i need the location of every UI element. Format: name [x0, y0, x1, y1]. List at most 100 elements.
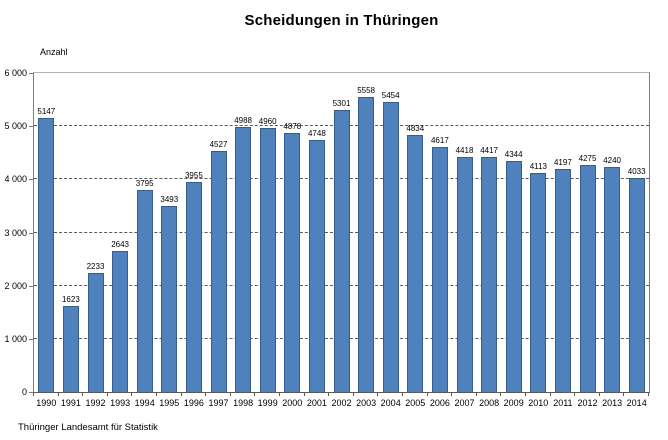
x-tick-mark	[648, 393, 649, 396]
bar-value-label: 3795	[135, 179, 154, 189]
x-tick-label: 2001	[306, 398, 327, 408]
bar	[431, 146, 448, 392]
chart-title: Scheidungen in Thüringen	[244, 12, 439, 29]
bar	[554, 168, 571, 392]
x-tick-mark	[82, 393, 84, 396]
x-tick-mark	[451, 393, 453, 396]
bar	[628, 177, 645, 392]
bar-value-label: 4197	[553, 157, 572, 167]
bar	[210, 151, 227, 392]
y-tick-label: 5 000	[4, 121, 27, 132]
bar-value-label: 4527	[209, 140, 228, 150]
x-tick-label: 2004	[380, 398, 401, 408]
bar	[235, 126, 252, 392]
x-tick-label: 2011	[553, 398, 573, 408]
bar-value-label: 4275	[578, 153, 597, 163]
x-tick-mark	[205, 393, 207, 396]
x-tick-label: 2010	[528, 398, 549, 408]
y-tick-mark	[29, 126, 33, 128]
x-tick-mark	[377, 393, 379, 396]
y-tick-mark	[29, 392, 33, 393]
bar	[333, 110, 350, 392]
bar-value-label: 5454	[381, 91, 400, 101]
x-tick-mark	[156, 393, 157, 396]
x-tick-mark	[623, 393, 625, 396]
bar-value-label: 4748	[307, 128, 326, 138]
y-axis-unit-label: Anzahl	[40, 47, 68, 57]
bar	[382, 102, 399, 392]
x-tick-label: 1996	[183, 398, 204, 408]
y-tick-mark	[29, 179, 33, 181]
x-tick-mark	[131, 393, 133, 396]
bar	[579, 164, 596, 392]
x-tick-mark	[549, 393, 551, 396]
x-tick-label: 2014	[626, 398, 647, 408]
x-tick-label: 1998	[233, 398, 254, 408]
x-tick-mark	[229, 393, 231, 396]
bar	[407, 135, 424, 392]
y-tick-label: 0	[21, 387, 27, 397]
bar-value-label: 5558	[357, 85, 375, 95]
plot-area: 5147 1623 2233 2643 3795 3493 3955 4527 4988 4960…	[33, 72, 650, 393]
bar-value-label: 2233	[86, 262, 105, 272]
bar-value-label: 1623	[61, 294, 80, 304]
source-note: Thüringer Landesamt für Statistik	[18, 422, 158, 433]
bar	[136, 190, 153, 392]
x-tick-mark	[33, 393, 34, 396]
y-tick-label: 6 000	[4, 68, 27, 78]
bar-value-label: 4878	[283, 121, 302, 131]
x-tick-mark	[279, 393, 280, 396]
bar	[530, 173, 547, 392]
x-tick-mark	[303, 393, 305, 396]
x-tick-mark	[180, 393, 182, 396]
bar	[259, 128, 276, 392]
y-tick-mark	[29, 285, 33, 287]
bar	[161, 206, 178, 392]
x-tick-label: 2006	[429, 398, 450, 408]
bar	[38, 118, 55, 392]
bar-value-label: 4113	[529, 162, 547, 172]
x-tick-mark	[57, 393, 59, 396]
bar-value-label: 3493	[160, 195, 179, 205]
bar-value-label: 4033	[627, 166, 646, 176]
x-tick-mark	[254, 393, 256, 396]
x-tick-label: 1995	[159, 398, 180, 408]
x-tick-label: 2012	[577, 398, 598, 408]
x-tick-mark	[426, 393, 428, 396]
bar-value-label: 4834	[406, 124, 425, 133]
bar	[604, 166, 621, 392]
x-tick-label: 1997	[208, 398, 229, 408]
bar	[62, 305, 79, 392]
x-tick-label: 2000	[282, 398, 303, 408]
bar	[358, 96, 375, 392]
x-tick-label: 1994	[134, 398, 155, 408]
x-tick-label: 2007	[454, 398, 475, 408]
bar	[112, 251, 129, 392]
bar-value-label: 4418	[455, 146, 474, 156]
bar-value-label: 4240	[603, 155, 621, 165]
y-tick-mark	[29, 232, 33, 234]
x-tick-mark	[574, 393, 576, 396]
bar-value-label: 2643	[111, 240, 129, 250]
bar	[185, 181, 202, 392]
y-tick-label: 3 000	[4, 227, 27, 238]
bar	[284, 132, 301, 392]
bar	[481, 157, 498, 392]
y-tick-mark	[29, 338, 33, 340]
bar	[505, 161, 522, 392]
bar	[456, 157, 473, 392]
bar-value-label: 4960	[258, 117, 277, 127]
bar-value-label: 4617	[430, 135, 449, 145]
x-tick-label: 2013	[602, 398, 623, 408]
x-axis-labels: 1990 1991 1992 1993 1994 1995 1996 1997 1998 1999…	[33, 398, 650, 410]
x-tick-mark	[475, 393, 477, 396]
y-tick-mark	[29, 73, 33, 74]
x-tick-mark	[328, 393, 330, 396]
bar-value-label: 4417	[480, 146, 498, 156]
bar	[87, 273, 104, 392]
x-tick-label: 2009	[503, 398, 524, 408]
x-tick-label: 2003	[356, 398, 377, 408]
x-tick-mark	[598, 393, 600, 396]
x-tick-mark	[500, 393, 502, 396]
bar	[308, 139, 325, 392]
